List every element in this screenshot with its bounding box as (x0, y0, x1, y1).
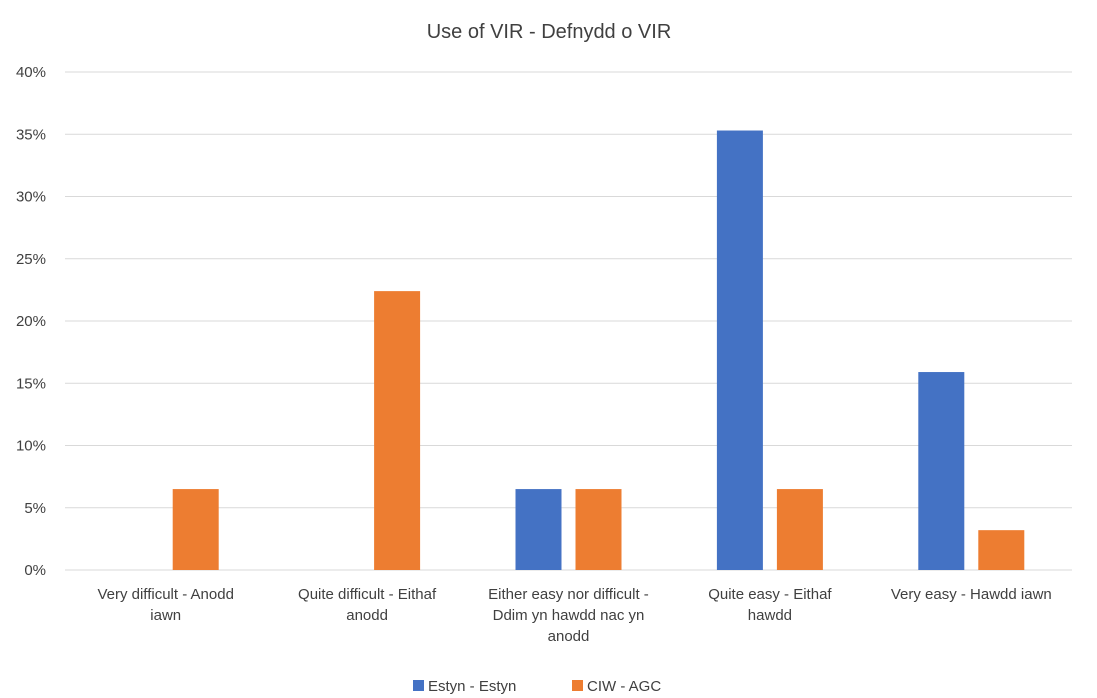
bars (172, 130, 1025, 570)
x-category-label-line: anodd (346, 607, 388, 624)
bar (776, 489, 823, 570)
x-category-label-line: anodd (548, 628, 590, 645)
y-tick-label: 30% (16, 189, 46, 206)
legend-label: Estyn - Estyn (428, 678, 516, 695)
legend-label: CIW - AGC (587, 678, 661, 695)
x-category-label-line: hawdd (748, 607, 792, 624)
x-category-label-line: Quite easy - Eithaf (708, 586, 832, 603)
y-axis-tick-labels: 0% 5% 10% 15% 20% 25% 30% 35% 40% (16, 64, 46, 579)
x-category-label-line: Quite difficult - Eithaf (298, 586, 437, 603)
x-category-label-line: iawn (150, 607, 181, 624)
x-category-label: Quite easy - Eithaf hawdd (708, 586, 832, 624)
legend: Estyn - Estyn CIW - AGC (413, 678, 661, 695)
x-category-label-line: Ddim yn hawdd nac yn (493, 607, 645, 624)
bar (918, 372, 965, 570)
y-tick-label: 35% (16, 126, 46, 143)
y-tick-label: 15% (16, 375, 46, 392)
bar (716, 130, 763, 570)
bar (172, 489, 219, 570)
bar (515, 489, 562, 570)
x-category-label: Very difficult - Anodd iawn (97, 586, 233, 624)
legend-swatch (572, 680, 583, 691)
chart-title: Use of VIR - Defnydd o VIR (427, 21, 672, 43)
y-tick-label: 40% (16, 64, 46, 81)
gridlines (65, 71, 1072, 571)
x-axis-category-labels: Very difficult - Anodd iawn Quite difficul… (97, 586, 1051, 645)
y-tick-label: 0% (24, 562, 46, 579)
y-tick-label: 25% (16, 251, 46, 268)
bar (575, 489, 622, 570)
bar (374, 291, 421, 570)
legend-swatch (413, 680, 424, 691)
x-category-label: Quite difficult - Eithaf anodd (298, 586, 437, 624)
x-category-label-line: Either easy nor difficult - (488, 586, 649, 603)
x-category-label-line: Very difficult - Anodd (97, 586, 233, 603)
y-tick-label: 5% (24, 500, 46, 517)
y-tick-label: 20% (16, 313, 46, 330)
y-tick-label: 10% (16, 438, 46, 455)
bar (978, 530, 1025, 570)
x-category-label-line: Very easy - Hawdd iawn (891, 586, 1052, 603)
x-category-label: Either easy nor difficult - Ddim yn hawdd… (488, 586, 649, 645)
x-category-label: Very easy - Hawdd iawn (891, 586, 1052, 603)
